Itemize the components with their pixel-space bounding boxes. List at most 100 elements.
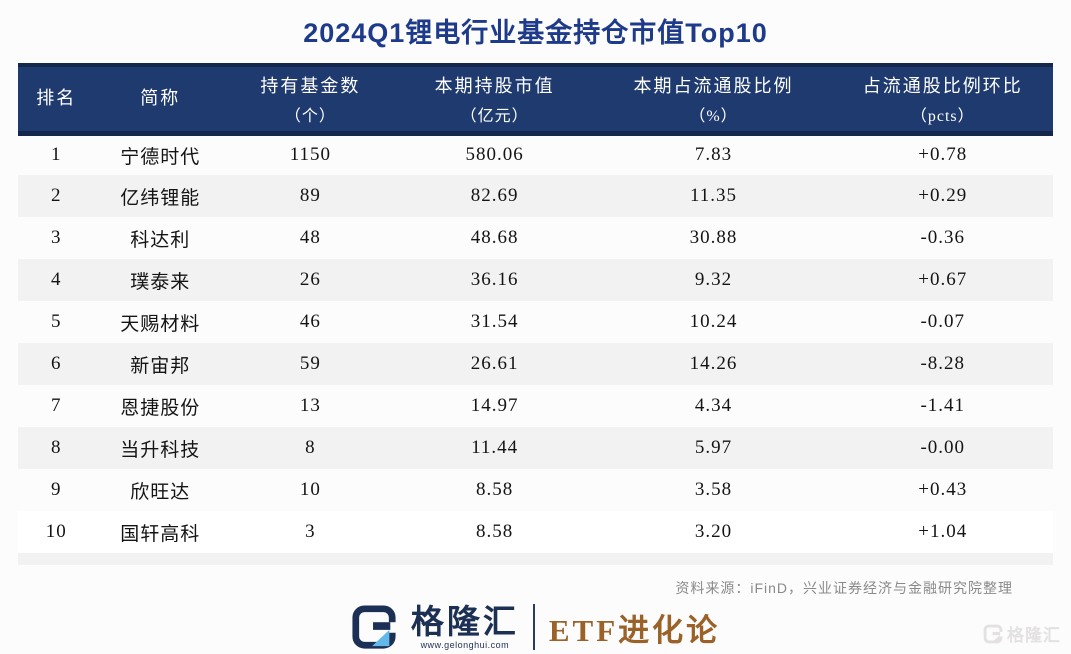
cell-ratio-change: +1.04 <box>918 521 968 542</box>
cell-float-ratio: 14.26 <box>689 353 738 374</box>
header-label: 简称 <box>140 87 181 108</box>
cell-rank: 1 <box>51 144 62 166</box>
cell-float-ratio: 5.97 <box>694 437 733 458</box>
cell-ratio-change: -1.41 <box>920 395 966 416</box>
cell-fund-count: 46 <box>299 311 321 332</box>
table-row: 6 新宙邦 59 26.61 14.26 -8.28 <box>18 343 1053 385</box>
header-label: 排名 <box>36 87 77 108</box>
cell-rank: 8 <box>51 437 62 458</box>
header-label: 本期占流通股比例 <box>633 75 794 96</box>
cell-ratio-change: +0.29 <box>918 185 968 206</box>
cell-float-ratio: 7.83 <box>694 144 733 166</box>
cell-ratio-change: -0.07 <box>920 311 966 332</box>
brand-url: www.gelonghui.com <box>420 639 510 650</box>
cell-holding-value: 31.54 <box>470 311 519 332</box>
cell-name: 亿纬锂能 <box>120 187 201 209</box>
cell-fund-count: 13 <box>299 395 321 416</box>
header-row: 排名 简称 持有基金数 （个） 本期持股市值 （亿元） 本期占流通股比例 （%） 占流… <box>18 63 1053 136</box>
col-header-fund-count: 持有基金数 （个） <box>226 63 395 136</box>
cell-name: 当升科技 <box>120 439 201 461</box>
cell-ratio-change: -0.36 <box>920 227 966 248</box>
cell-rank: 9 <box>51 479 62 500</box>
cell-float-ratio: 9.32 <box>694 269 733 290</box>
table-end-stripe <box>18 553 1053 565</box>
cell-fund-count: 59 <box>299 353 321 374</box>
cell-holding-value: 8.58 <box>475 479 514 500</box>
cell-float-ratio: 3.20 <box>694 521 733 542</box>
cell-fund-count: 89 <box>299 185 321 206</box>
cell-ratio-change: -0.00 <box>920 437 966 458</box>
cell-name: 天赐材料 <box>120 313 201 335</box>
col-header-ratio-change: 占流通股比例环比 （pcts） <box>832 63 1053 136</box>
header-label: 占流通股比例环比 <box>862 75 1023 96</box>
col-header-rank: 排名 <box>18 63 95 136</box>
header-unit: （个） <box>284 107 336 125</box>
cell-float-ratio: 11.35 <box>689 185 738 206</box>
cell-fund-count: 48 <box>299 227 321 248</box>
col-header-float-ratio: 本期占流通股比例 （%） <box>594 63 833 136</box>
cell-rank: 4 <box>51 269 62 290</box>
watermark-text: 格隆汇 <box>1007 626 1061 645</box>
cell-fund-count: 1150 <box>289 144 332 166</box>
footer-logo: 格隆汇 www.gelonghui.com ETF进化论 <box>0 604 1071 650</box>
cell-float-ratio: 3.58 <box>694 479 733 500</box>
cell-fund-count: 10 <box>299 479 321 500</box>
data-source-note: 资料来源：iFinD，兴业证券经济与金融研究院整理 <box>675 580 1013 596</box>
table-row: 2 亿纬锂能 89 82.69 11.35 +0.29 <box>18 175 1053 217</box>
cell-holding-value: 26.61 <box>470 353 519 374</box>
cell-rank: 6 <box>51 353 62 374</box>
logo-divider <box>532 604 535 650</box>
cell-ratio-change: +0.78 <box>918 144 968 166</box>
cell-fund-count: 26 <box>299 269 321 290</box>
header-label: 本期持股市值 <box>434 75 555 96</box>
header-label: 持有基金数 <box>260 75 361 96</box>
cell-holding-value: 36.16 <box>470 269 519 290</box>
table-row: 1 宁德时代 1150 580.06 7.83 +0.78 <box>18 133 1053 175</box>
cell-ratio-change: +0.67 <box>918 269 968 290</box>
table-row: 4 璞泰来 26 36.16 9.32 +0.67 <box>18 259 1053 301</box>
holdings-table: 排名 简称 持有基金数 （个） 本期持股市值 （亿元） 本期占流通股比例 （%） 占流… <box>18 63 1053 553</box>
header-unit: （亿元） <box>460 107 529 125</box>
cell-rank: 7 <box>51 395 62 416</box>
watermark-logo-icon <box>983 624 1003 644</box>
cell-name: 宁德时代 <box>120 146 201 168</box>
table-row: 10 国轩高科 3 8.58 3.20 +1.04 <box>18 511 1053 553</box>
tagline: ETF进化论 <box>548 612 721 648</box>
cell-holding-value: 48.68 <box>470 227 519 248</box>
cell-name: 新宙邦 <box>130 355 191 377</box>
cell-fund-count: 8 <box>305 437 316 458</box>
cell-ratio-change: +0.43 <box>918 479 968 500</box>
cell-holding-value: 11.44 <box>471 437 519 458</box>
brand-block: 格隆汇 www.gelonghui.com <box>411 605 519 650</box>
cell-rank: 10 <box>45 521 67 542</box>
cell-rank: 2 <box>51 185 62 206</box>
cell-holding-value: 8.58 <box>475 521 514 542</box>
watermark: 格隆汇 <box>983 621 1061 646</box>
cell-name: 科达利 <box>130 229 191 251</box>
cell-fund-count: 3 <box>305 521 316 542</box>
cell-holding-value: 82.69 <box>470 185 519 206</box>
cell-float-ratio: 30.88 <box>689 227 738 248</box>
cell-holding-value: 14.97 <box>470 395 519 416</box>
cell-ratio-change: -8.28 <box>920 353 966 374</box>
cell-name: 恩捷股份 <box>120 397 201 419</box>
cell-holding-value: 580.06 <box>465 144 524 166</box>
header-unit: （%） <box>689 107 738 125</box>
page-title: 2024Q1锂电行业基金持仓市值Top10 <box>303 18 768 48</box>
cell-name: 璞泰来 <box>130 271 191 293</box>
cell-name: 国轩高科 <box>120 523 201 545</box>
table-row: 8 当升科技 8 11.44 5.97 -0.00 <box>18 427 1053 469</box>
table-row: 3 科达利 48 48.68 30.88 -0.36 <box>18 217 1053 259</box>
gelonghui-logo-icon <box>351 604 397 650</box>
cell-rank: 3 <box>51 227 62 248</box>
cell-float-ratio: 4.34 <box>694 395 733 416</box>
table-row: 5 天赐材料 46 31.54 10.24 -0.07 <box>18 301 1053 343</box>
table-row: 7 恩捷股份 13 14.97 4.34 -1.41 <box>18 385 1053 427</box>
table-row: 9 欣旺达 10 8.58 3.58 +0.43 <box>18 469 1053 511</box>
cell-name: 欣旺达 <box>130 481 191 503</box>
col-header-name: 简称 <box>94 63 227 136</box>
brand-name: 格隆汇 <box>410 602 519 640</box>
col-header-holding-value: 本期持股市值 （亿元） <box>394 63 595 136</box>
cell-rank: 5 <box>51 311 62 332</box>
